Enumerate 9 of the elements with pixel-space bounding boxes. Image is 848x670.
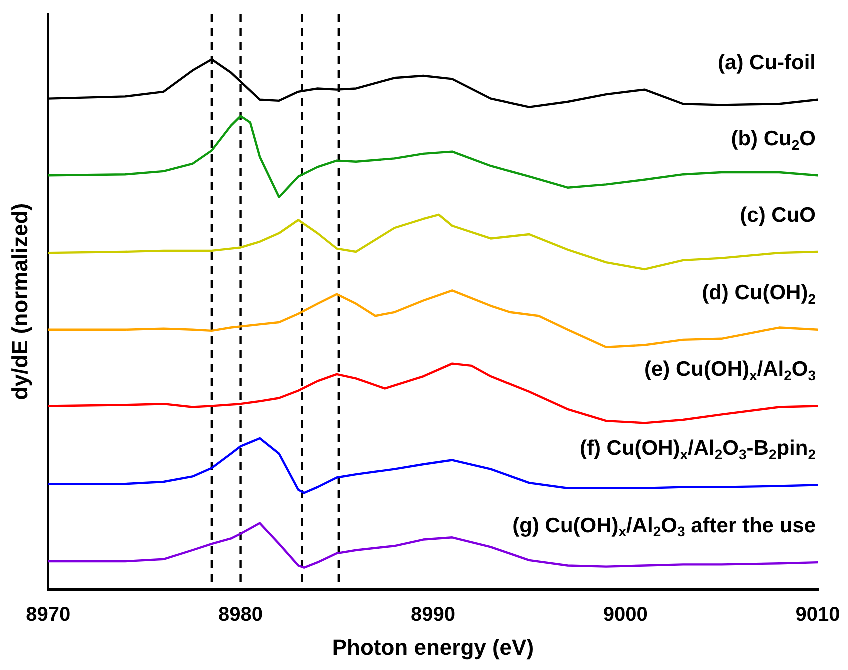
y-axis-title: dy/dE (normalized) (7, 203, 32, 400)
series-label: (a) Cu-foil (718, 52, 816, 75)
x-tick-label: 9010 (796, 604, 840, 626)
x-tick-label: 8990 (410, 604, 456, 626)
x-tick-label: 9000 (603, 604, 648, 626)
x-tick-label: 8980 (218, 604, 264, 626)
series-label: (c) CuO (740, 204, 816, 227)
x-tick-label: 8970 (26, 604, 71, 626)
x-axis-title: Photon energy (eV) (332, 634, 534, 660)
